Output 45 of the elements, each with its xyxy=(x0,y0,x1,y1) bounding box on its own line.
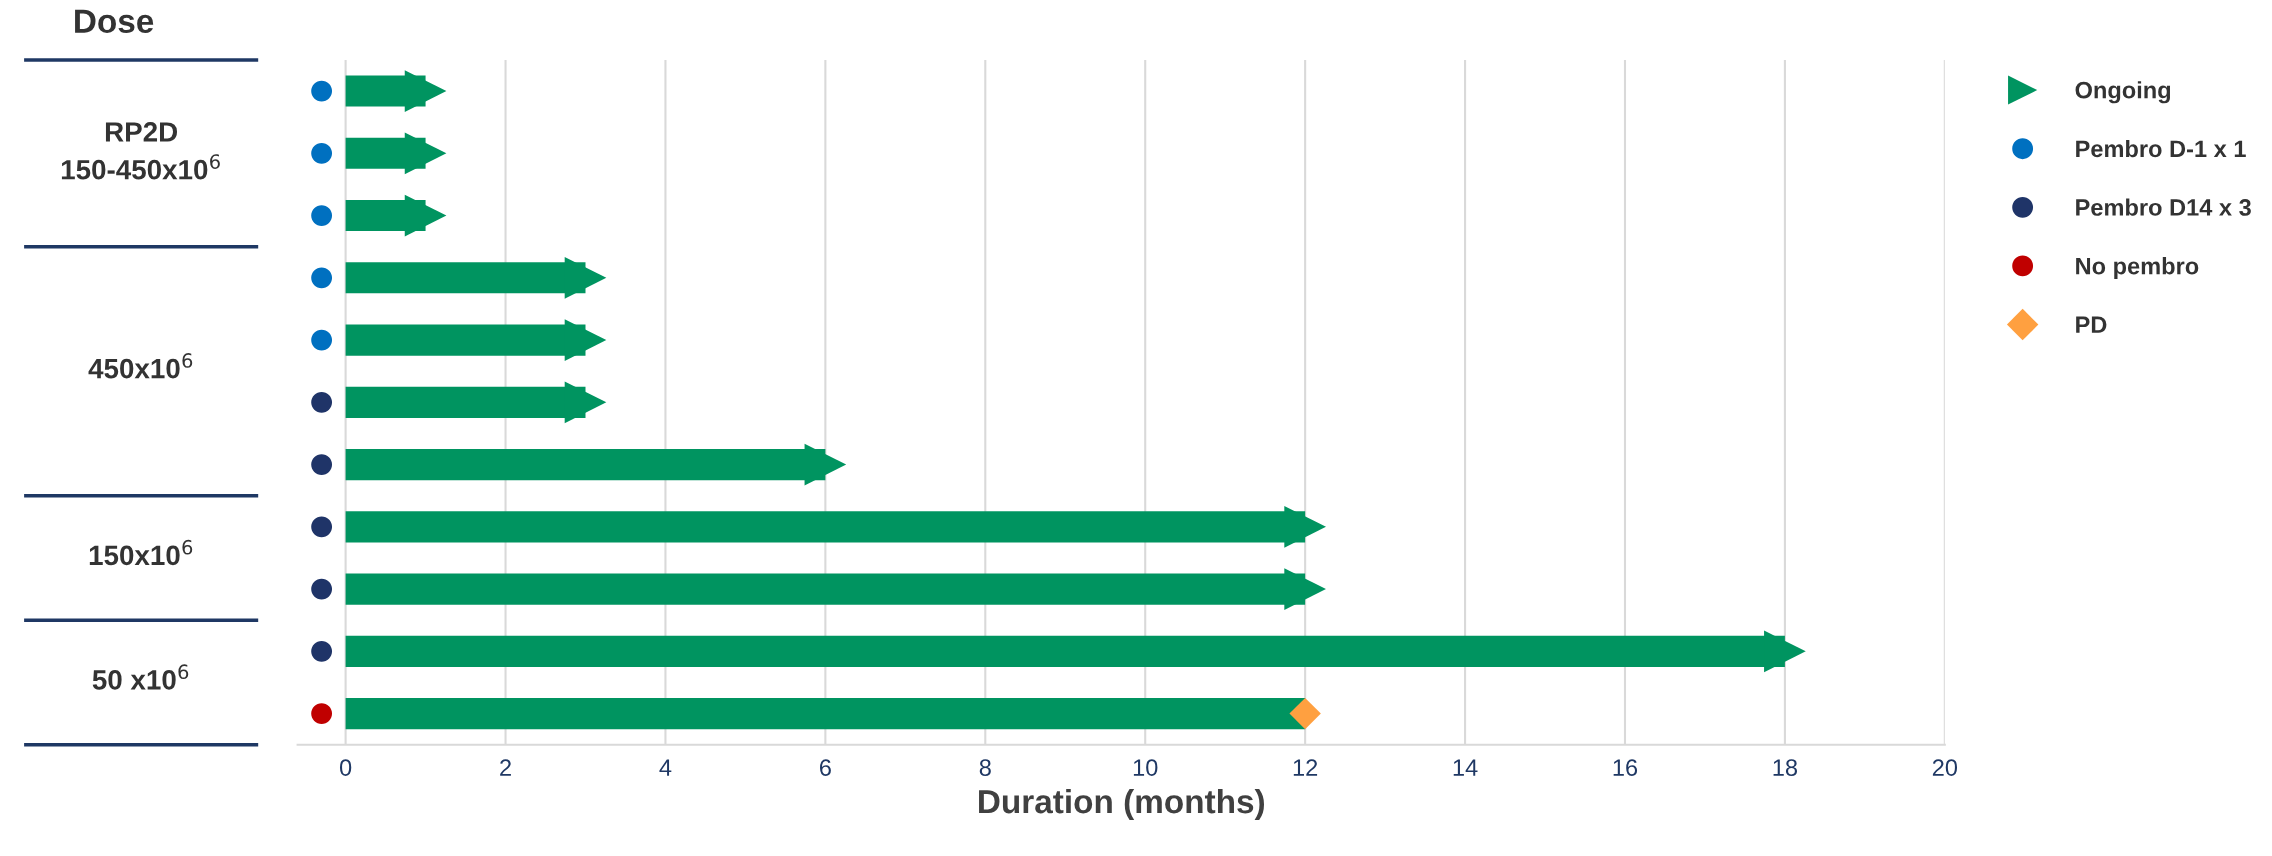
point xyxy=(311,142,333,164)
x-tick-label: 8 xyxy=(979,759,991,776)
legend-label: Ongoing xyxy=(2075,81,2171,104)
x-tick-label: 12 xyxy=(1293,759,1318,776)
text: 450x10$^{6}$ xyxy=(88,353,193,379)
point xyxy=(311,703,333,725)
point xyxy=(564,381,607,424)
x-tick-label: 2 xyxy=(500,759,511,776)
text: 50 x10$^{6}$ xyxy=(92,664,189,690)
x-tick-label: 16 xyxy=(1613,759,1638,776)
point xyxy=(1289,697,1321,730)
point xyxy=(311,267,333,289)
point xyxy=(311,454,333,475)
legend-label: Pembro D-1 x 1 xyxy=(2076,139,2246,158)
legend-label: No pembro xyxy=(2076,257,2199,280)
point xyxy=(1284,506,1326,548)
legend-label: Pembro D14 x 3 xyxy=(2076,198,2251,216)
x-tick-label: 6 xyxy=(820,759,831,776)
bar xyxy=(345,698,1306,730)
point xyxy=(404,70,447,112)
point xyxy=(311,205,333,226)
x-tick-label: 20 xyxy=(1932,759,1958,776)
x-tick-label: 18 xyxy=(1773,759,1798,776)
point xyxy=(311,578,333,600)
point xyxy=(804,443,847,486)
x-tick-label: 10 xyxy=(1133,759,1158,776)
x-axis-title: Duration (months) xyxy=(979,788,1265,821)
point xyxy=(564,319,607,361)
point xyxy=(311,391,333,413)
x-tick-label: 0 xyxy=(339,759,352,776)
point xyxy=(1284,568,1326,610)
point xyxy=(1764,630,1806,673)
point xyxy=(311,329,333,351)
text: 150x10$^{6}$ xyxy=(89,539,193,566)
point xyxy=(311,80,333,102)
legend-label: PD xyxy=(2076,316,2107,333)
point xyxy=(311,640,333,662)
x-tick-label: 4 xyxy=(659,759,672,776)
point xyxy=(311,516,333,538)
point xyxy=(404,132,447,175)
point xyxy=(564,256,607,299)
point xyxy=(404,194,447,237)
text: Dose xyxy=(75,9,154,34)
x-tick-label: 14 xyxy=(1453,759,1478,776)
text: RP2D 150-450x10$^{6}$ xyxy=(61,122,220,180)
